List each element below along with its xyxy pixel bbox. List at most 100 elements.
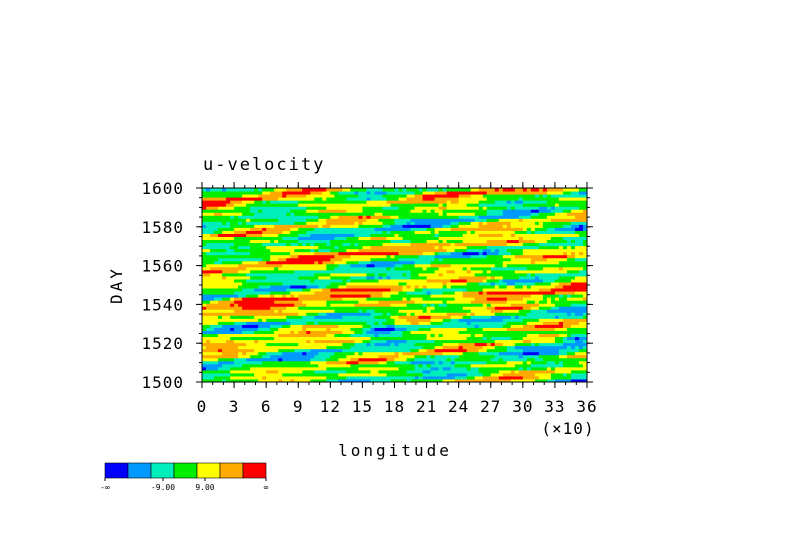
heatmap-cell xyxy=(254,303,259,307)
heatmap-cell xyxy=(518,336,524,341)
heatmap-cell xyxy=(486,263,492,268)
heatmap-cell xyxy=(326,285,331,289)
heatmap-cell xyxy=(410,233,416,237)
heatmap-cell xyxy=(246,306,251,310)
heatmap-cell xyxy=(390,260,395,265)
heatmap-cell xyxy=(278,345,283,350)
heatmap-cell xyxy=(406,291,412,295)
heatmap-cell xyxy=(254,257,259,262)
heatmap-cell xyxy=(490,294,496,298)
heatmap-cell xyxy=(202,297,207,301)
heatmap-cell xyxy=(446,315,452,319)
heatmap-cell xyxy=(490,245,496,250)
heatmap-cell xyxy=(294,354,299,359)
heatmap-cell xyxy=(302,242,307,247)
heatmap-cell xyxy=(498,354,504,359)
heatmap-cell xyxy=(270,248,275,253)
heatmap-cell xyxy=(514,312,520,316)
heatmap-cell xyxy=(398,300,404,304)
heatmap-cell xyxy=(254,363,259,368)
heatmap-cell xyxy=(422,239,428,244)
heatmap-cell xyxy=(426,251,432,256)
heatmap-cell xyxy=(318,357,323,362)
heatmap-cell xyxy=(346,366,351,371)
heatmap-cell xyxy=(370,291,375,295)
heatmap-cell xyxy=(426,369,432,374)
heatmap-cell xyxy=(562,369,568,374)
heatmap-cell xyxy=(262,360,267,365)
heatmap-cell xyxy=(366,342,371,347)
heatmap-cell xyxy=(246,224,251,228)
heatmap-cell xyxy=(478,272,484,277)
heatmap-cell xyxy=(566,248,572,253)
heatmap-cell xyxy=(298,363,303,368)
heatmap-cell xyxy=(298,306,303,310)
heatmap-cell xyxy=(398,275,404,280)
heatmap-cell xyxy=(550,294,556,298)
heatmap-cell xyxy=(406,354,412,359)
heatmap-cell xyxy=(262,272,267,277)
heatmap-cell xyxy=(370,254,375,259)
heatmap-cell xyxy=(454,354,460,359)
heatmap-cell xyxy=(454,312,460,316)
heatmap-cell xyxy=(402,315,408,319)
heatmap-cell xyxy=(318,227,323,231)
heatmap-cell xyxy=(578,339,584,344)
heatmap-cell xyxy=(314,309,319,313)
heatmap-cell xyxy=(574,372,580,377)
heatmap-cell xyxy=(374,297,379,301)
heatmap-cell xyxy=(422,318,428,322)
heatmap-cell xyxy=(538,315,544,319)
heatmap-cell xyxy=(222,303,227,307)
heatmap-cell xyxy=(406,263,412,268)
heatmap-cell xyxy=(578,351,584,356)
heatmap-cell xyxy=(502,312,508,316)
heatmap-cell xyxy=(574,291,580,295)
heatmap-cell xyxy=(386,260,391,265)
heatmap-cell xyxy=(398,303,404,307)
heatmap-cell xyxy=(226,336,231,341)
heatmap-cell xyxy=(562,263,568,268)
heatmap-cell xyxy=(214,372,219,377)
heatmap-cell xyxy=(498,230,504,234)
heatmap-cell xyxy=(210,300,215,304)
heatmap-cell xyxy=(506,239,512,244)
heatmap-cell xyxy=(534,357,540,362)
heatmap-cell xyxy=(438,269,444,274)
heatmap-cell xyxy=(250,257,255,262)
heatmap-cell xyxy=(466,339,472,344)
heatmap-cell xyxy=(202,236,207,241)
heatmap-cell xyxy=(570,324,576,328)
heatmap-cell xyxy=(234,300,239,304)
heatmap-cell xyxy=(402,300,408,304)
heatmap-cell xyxy=(258,291,263,295)
heatmap-cell xyxy=(438,272,444,277)
heatmap-cell xyxy=(514,251,520,256)
heatmap-cell xyxy=(522,260,528,265)
heatmap-cell xyxy=(430,309,436,313)
heatmap-cell xyxy=(250,266,255,271)
heatmap-cell xyxy=(534,257,540,262)
heatmap-cell xyxy=(414,233,420,237)
heatmap-cell xyxy=(446,309,452,313)
heatmap-cell xyxy=(578,366,584,371)
heatmap-cell xyxy=(278,348,283,353)
heatmap-cell xyxy=(266,272,271,277)
heatmap-cell xyxy=(402,272,408,277)
heatmap-cell xyxy=(290,306,295,310)
heatmap-cell xyxy=(242,227,247,231)
heatmap-cell xyxy=(262,315,267,319)
heatmap-cell xyxy=(470,369,476,374)
heatmap-cell xyxy=(462,354,468,359)
heatmap-cell xyxy=(238,291,243,295)
heatmap-cell xyxy=(454,297,460,301)
heatmap-cell xyxy=(222,318,227,322)
heatmap-cell xyxy=(330,357,335,362)
heatmap-cell xyxy=(418,281,424,286)
heatmap-cell xyxy=(462,266,468,271)
heatmap-cell xyxy=(566,242,572,247)
heatmap-cell xyxy=(394,360,400,365)
heatmap-cell xyxy=(582,348,587,353)
heatmap-cell xyxy=(362,281,367,286)
heatmap-cell xyxy=(526,291,532,295)
